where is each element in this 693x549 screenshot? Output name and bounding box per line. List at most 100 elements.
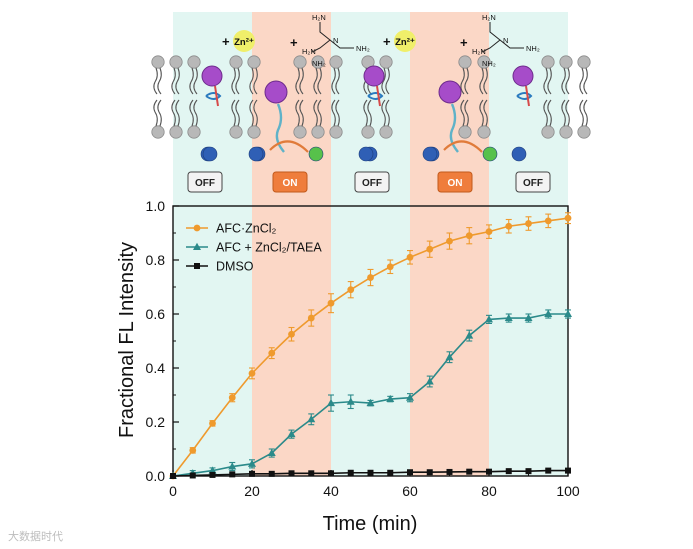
data-point (524, 313, 533, 322)
data-point (465, 232, 473, 240)
lipid-tail (561, 67, 570, 95)
data-point (287, 429, 296, 438)
state-box-bg (437, 171, 473, 193)
lipid-tail (363, 99, 372, 127)
state-label: OFF (195, 178, 215, 189)
lipid-tail (231, 67, 240, 95)
zn-label: Zn²⁺ (395, 37, 415, 48)
data-point (544, 217, 552, 225)
lipid-17 (361, 99, 375, 139)
lipid-3 (169, 99, 183, 139)
lipid-27 (559, 99, 573, 139)
probe-ball (512, 65, 534, 87)
lipid-tail (171, 99, 180, 127)
data-point (268, 470, 275, 477)
data-point (386, 263, 394, 271)
data-point (228, 462, 237, 470)
taea-group-label: N (333, 36, 338, 45)
lipid-tail (153, 67, 162, 95)
legend-label: AFC·ZnCl₂ (216, 222, 277, 236)
lipid-21 (458, 99, 472, 139)
taea-bonds (311, 22, 354, 53)
data-point (268, 349, 276, 357)
lipid-head (187, 55, 201, 69)
data-point (288, 470, 295, 477)
lipid-tail (295, 67, 304, 95)
data-point (307, 415, 316, 423)
quencher-blob-d (422, 146, 438, 162)
series-1 (169, 309, 572, 479)
taea-group-label: NH₂ (356, 44, 370, 53)
y-tick-label: 0.8 (146, 252, 166, 268)
data-point (248, 459, 256, 467)
data-point (209, 471, 216, 478)
lipid-tail (579, 99, 588, 127)
lipid-0 (151, 55, 165, 95)
data-point (446, 468, 453, 475)
lipid-28 (577, 55, 591, 95)
quencher-blob-c (358, 146, 374, 162)
lipid-head (329, 125, 343, 139)
data-point (485, 228, 493, 236)
lipid-9 (247, 99, 261, 139)
legend-marker (193, 242, 201, 250)
probe-off-3 (511, 65, 534, 162)
data-point (308, 470, 315, 477)
lipid-tail (171, 67, 180, 95)
lipid-head (151, 125, 165, 139)
membrane-schematic: + Zn²⁺ + Zn²⁺ + H₂N N NH₂ H₂N NH₂ + H₂N N NH₂ H₂N NH₂ OF… (151, 13, 591, 193)
state-label: OFF (523, 178, 543, 189)
lipid-head (577, 125, 591, 139)
tail-stub (376, 85, 381, 107)
lipid-head (293, 125, 307, 139)
legend-marker (194, 263, 200, 269)
data-point (170, 473, 176, 479)
probe-ball (201, 65, 223, 87)
lipid-head (187, 125, 201, 139)
data-point (307, 314, 315, 322)
tail-stub (525, 85, 530, 107)
lipid-20 (458, 55, 472, 95)
legend: AFC·ZnCl₂ AFC + ZnCl₂/TAEA DMSO (186, 222, 322, 274)
lipid-18 (379, 55, 393, 95)
state-box-bg (515, 171, 551, 193)
series-0 (169, 212, 572, 480)
zn-label: Zn²⁺ (234, 37, 254, 48)
plus-sign: + (290, 35, 298, 50)
lipid-1 (151, 99, 165, 139)
lipid-4 (187, 55, 201, 95)
lipid-head (477, 125, 491, 139)
data-point (446, 237, 453, 245)
lipid-25 (541, 99, 555, 139)
zn-badge-bg (394, 30, 416, 52)
state-box-bg (272, 171, 308, 193)
quencher-blob (511, 146, 527, 162)
lipid-tail (561, 99, 570, 127)
zn-badge-zn-2: + Zn²⁺ (383, 30, 416, 52)
data-point (445, 353, 454, 361)
state-label: OFF (362, 178, 382, 189)
data-point (426, 245, 434, 253)
lipid-head (229, 125, 243, 139)
tail-stub (214, 85, 219, 107)
data-point (267, 448, 276, 457)
quencher-blob-b (248, 146, 264, 162)
legend-marker (193, 224, 201, 232)
lipid-24 (541, 55, 555, 95)
lipid-head (361, 125, 375, 139)
x-tick-label: 60 (402, 483, 418, 499)
lipid-head (379, 55, 393, 69)
x-tick-label: 100 (556, 483, 580, 499)
taea-1: + H₂N N NH₂ H₂N NH₂ (290, 13, 370, 68)
data-point (189, 472, 196, 479)
data-point (386, 394, 395, 403)
data-point (366, 398, 375, 407)
band-off-4 (489, 12, 568, 476)
release-arrow (443, 140, 483, 153)
state-box-3: ON (437, 171, 473, 193)
state-label: ON (448, 178, 463, 189)
data-point (228, 394, 236, 402)
lipid-tail (381, 99, 390, 127)
lipid-tail (153, 99, 162, 127)
data-point (466, 468, 473, 475)
